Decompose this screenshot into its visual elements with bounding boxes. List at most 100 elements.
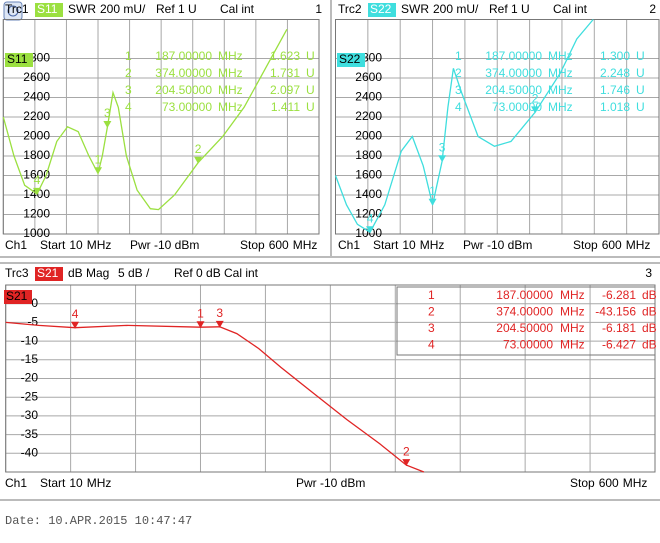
start-frequency-part: MHz [87, 238, 112, 252]
marker-frequency-unit: MHz [548, 66, 573, 80]
marker-unit: U [636, 100, 645, 114]
marker-label: 4 [367, 211, 374, 225]
marker-number: 1 [455, 49, 462, 63]
marker-value: 1.018 [600, 100, 630, 114]
stop-frequency-part: Stop [240, 238, 265, 252]
trace-name: Trc2 [338, 2, 362, 16]
y-tick-label: 2200 [355, 109, 382, 123]
y-tick-label: -15 [21, 352, 39, 366]
marker-frequency: 73.00000 [162, 100, 212, 114]
y-tick-label: 1600 [23, 168, 50, 182]
plot-frame [2, 19, 320, 235]
trace-line [5, 321, 425, 473]
marker-unit: dB [642, 338, 657, 352]
marker-number: 1 [428, 288, 435, 302]
marker [438, 155, 447, 163]
y-tick-label: 1400 [355, 187, 382, 201]
date: Date: 10.APR.2015 10:47:47 [5, 514, 192, 528]
marker-number: 2 [455, 66, 462, 80]
y-tick-label: 2000 [355, 129, 382, 143]
marker-label: 4 [34, 173, 41, 187]
y-tick-label: 1000 [355, 226, 382, 240]
y-tick-label: 1800 [355, 148, 382, 162]
y-tick-label: 1600 [355, 168, 382, 182]
marker-frequency-unit: MHz [218, 66, 243, 80]
marker-value: -6.181 [602, 321, 636, 335]
marker-label: 3 [439, 140, 446, 154]
y-tick-label: -10 [21, 333, 39, 347]
trace-scale: 200 mU/ [433, 2, 479, 16]
marker-value: -6.427 [602, 338, 636, 352]
channel-name: Ch1 [5, 238, 27, 252]
trace-param: S22 [370, 2, 392, 16]
trace-format: SWR [68, 2, 96, 16]
y-tick-label: -30 [21, 408, 39, 422]
marker-frequency: 187.00000 [485, 49, 542, 63]
marker [215, 320, 224, 328]
marker-number: 2 [125, 66, 132, 80]
trace-legend-box [337, 53, 365, 67]
stop-frequency-part: 600 [269, 238, 289, 252]
start-frequency-part: Start [40, 238, 66, 252]
marker-unit: U [306, 49, 315, 63]
marker-unit: U [306, 100, 315, 114]
marker-frequency: 374.00000 [155, 66, 212, 80]
marker-frequency-unit: MHz [218, 49, 243, 63]
marker-number: 3 [428, 321, 435, 335]
marker-number: 4 [125, 100, 132, 114]
marker-frequency-unit: MHz [548, 100, 573, 114]
marker-number: 4 [455, 100, 462, 114]
y-tick-label: -20 [21, 371, 39, 385]
marker [71, 321, 80, 329]
trace-scale: 5 dB / [118, 266, 150, 280]
marker-label: 3 [216, 306, 223, 320]
marker-frequency-unit: MHz [218, 83, 243, 97]
trace-legend: S21 [6, 289, 28, 303]
trace-param: S11 [37, 2, 58, 16]
y-tick-label: 1800 [23, 148, 50, 162]
marker-number: 3 [125, 83, 132, 97]
start-frequency-part: 10 [69, 476, 83, 490]
trace-cal: Cal int [553, 2, 588, 16]
start-frequency-part: MHz [87, 476, 112, 490]
start-frequency-part: MHz [420, 238, 445, 252]
y-tick-label: -25 [21, 389, 39, 403]
y-tick-label: 2000 [23, 129, 50, 143]
marker-unit: dB [642, 321, 657, 335]
marker-frequency: 204.50000 [496, 321, 553, 335]
power: Pwr -10 dBm [130, 238, 199, 252]
trace-param-box [35, 267, 63, 281]
marker-unit: dB [642, 288, 657, 302]
marker [94, 167, 103, 175]
y-tick-label: 2400 [23, 90, 50, 104]
marker-value: -6.281 [602, 288, 636, 302]
marker-value: 2.097 [270, 83, 300, 97]
marker-label: 2 [195, 142, 202, 156]
start-frequency-part: Start [40, 476, 66, 490]
marker-label: 1 [429, 184, 436, 198]
trace-legend: S11 [7, 52, 28, 66]
marker-frequency: 204.50000 [485, 83, 542, 97]
trace-name: Trc1 [5, 2, 29, 16]
stop-frequency-part: MHz [626, 238, 651, 252]
plot-frame [335, 19, 660, 235]
marker-frequency-unit: MHz [548, 83, 573, 97]
y-tick-label: 2400 [355, 90, 382, 104]
marker-value: 1.411 [271, 100, 300, 114]
trace-param: S21 [37, 266, 59, 280]
marker-frequency-unit: MHz [560, 288, 585, 302]
y-tick-label: -40 [21, 445, 39, 459]
marker-label: 1 [197, 306, 204, 320]
marker-frequency-unit: MHz [548, 49, 573, 63]
trace-name: Trc3 [5, 266, 29, 280]
y-tick-label: 0 [31, 296, 38, 310]
marker-unit: U [306, 83, 315, 97]
marker-unit: U [636, 83, 645, 97]
marker-unit: dB [642, 305, 657, 319]
marker-frequency: 374.00000 [485, 66, 542, 80]
trace-line [2, 28, 288, 211]
marker-unit: U [636, 49, 645, 63]
marker-frequency: 187.00000 [155, 49, 212, 63]
marker-label: 2 [403, 444, 410, 458]
